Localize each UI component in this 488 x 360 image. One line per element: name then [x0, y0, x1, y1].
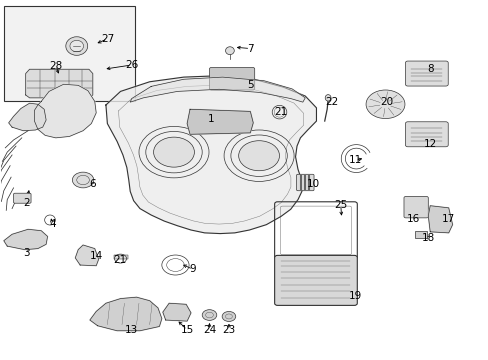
Polygon shape [75, 245, 99, 266]
FancyBboxPatch shape [405, 61, 447, 86]
Polygon shape [187, 109, 253, 134]
Text: 21: 21 [273, 107, 286, 117]
Text: 4: 4 [49, 219, 56, 229]
Polygon shape [90, 297, 162, 331]
Text: 7: 7 [246, 44, 253, 54]
Bar [4, 6, 135, 102]
Text: 5: 5 [246, 80, 253, 90]
FancyBboxPatch shape [405, 122, 447, 147]
Polygon shape [106, 76, 316, 234]
Circle shape [238, 141, 279, 171]
Text: 26: 26 [125, 60, 138, 70]
Text: 21: 21 [113, 255, 126, 265]
Polygon shape [163, 303, 191, 321]
Polygon shape [4, 229, 47, 249]
Circle shape [72, 172, 94, 188]
Text: 20: 20 [379, 97, 392, 107]
Circle shape [153, 137, 194, 167]
Text: 2: 2 [23, 198, 30, 207]
Text: 11: 11 [348, 156, 361, 165]
Text: 16: 16 [406, 214, 420, 224]
Text: 19: 19 [348, 291, 361, 301]
Text: 17: 17 [441, 214, 454, 224]
Text: 3: 3 [23, 248, 30, 258]
Polygon shape [34, 84, 96, 138]
Text: 18: 18 [421, 233, 434, 243]
Text: 10: 10 [306, 179, 320, 189]
Text: 6: 6 [89, 179, 96, 189]
FancyBboxPatch shape [14, 193, 31, 203]
Ellipse shape [225, 47, 234, 55]
FancyBboxPatch shape [274, 255, 357, 305]
Text: 28: 28 [49, 61, 62, 71]
Text: 15: 15 [180, 325, 193, 335]
Text: 8: 8 [426, 64, 433, 73]
Text: 23: 23 [222, 325, 235, 335]
Polygon shape [427, 206, 452, 233]
Polygon shape [130, 77, 305, 102]
Text: 27: 27 [101, 34, 114, 44]
Ellipse shape [66, 37, 87, 55]
FancyBboxPatch shape [403, 197, 427, 218]
Text: 25: 25 [333, 200, 346, 210]
FancyBboxPatch shape [209, 67, 254, 90]
Text: 22: 22 [325, 97, 338, 107]
Polygon shape [26, 69, 93, 98]
Text: 1: 1 [208, 114, 214, 124]
Text: 9: 9 [189, 264, 196, 274]
FancyBboxPatch shape [296, 174, 313, 191]
Text: 12: 12 [423, 139, 436, 149]
Bar [114, 255, 127, 259]
Circle shape [202, 310, 216, 320]
Polygon shape [9, 103, 46, 131]
Text: 24: 24 [203, 325, 216, 335]
Text: 14: 14 [90, 251, 103, 261]
Circle shape [366, 90, 404, 118]
Circle shape [222, 311, 235, 321]
Ellipse shape [70, 40, 83, 52]
Text: 13: 13 [125, 325, 138, 335]
Ellipse shape [325, 95, 330, 101]
Bar [414, 231, 426, 238]
